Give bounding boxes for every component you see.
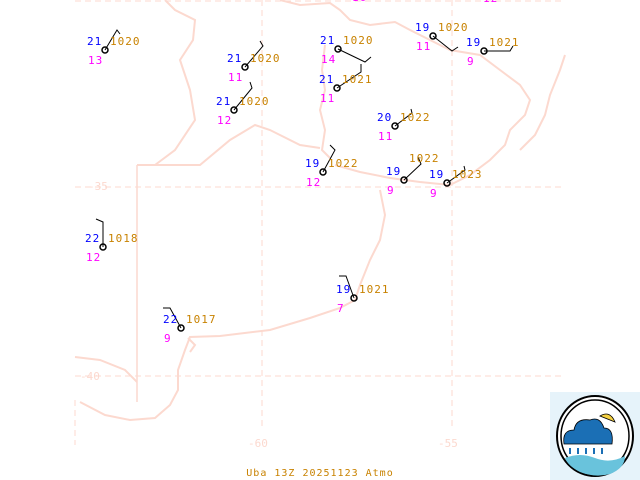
station-pressure: 1020 [438,21,469,34]
barb-staff [163,307,182,329]
barb-staff [403,156,422,181]
wind-barb [95,218,107,251]
station-temperature: 20 [377,111,393,124]
station-temperature: 19 [466,36,482,49]
barb-staff [104,29,121,51]
station-circle-icon [101,46,109,54]
station-circle-icon [443,179,451,187]
barb-staff [432,35,459,52]
lon-label: -60 [248,437,268,450]
wind-barbs [95,29,514,332]
station-pressure: 1020 [343,34,374,47]
station-pressure: 1022 [328,157,359,170]
station-dewpoint: 9 [430,187,438,200]
station-circle-icon [230,106,238,114]
station-temperature: 22 [163,313,179,326]
station-pressure: 1020 [110,35,141,48]
wind-barb [319,144,336,176]
wind-barb [241,40,264,71]
barb-staff [336,64,362,89]
station-temperature: 19 [305,157,321,170]
station-circle-icon [334,45,342,53]
station-dewpoint: 11 [416,40,432,53]
station-temperature: 22 [85,232,101,245]
station-circle-icon [333,84,341,92]
barb-staff [484,45,514,52]
station-pressure: 1017 [186,313,217,326]
lat-label: -40 [80,370,100,383]
lat-label: -35 [88,180,108,193]
station-temperature: 21 [216,95,232,108]
station-circle-icon [391,122,399,130]
station-dewpoint-cut: 16 [352,0,367,3]
wind-barb [400,156,422,184]
barb-staff [244,40,264,68]
barb-staff [446,165,466,184]
barb-staff [95,218,104,247]
station-temperature: 19 [336,283,352,296]
station-dewpoint: 11 [320,92,336,105]
station-circle-icon [241,63,249,71]
station-circle-icon [319,168,327,176]
station-pressure: 1022 [409,152,440,165]
wind-barb [230,81,253,114]
station-dewpoint: 9 [387,184,395,197]
grid-lines [74,0,565,445]
wind-barb [334,45,372,63]
station-temperature: 19 [386,165,402,178]
station-dewpoint: 12 [306,176,322,189]
map-caption: Uba 13Z 20251123 Atmo [246,468,394,479]
station-temperature: 19 [429,168,445,181]
station-dewpoint: 11 [228,71,244,84]
station-pressure: 1020 [239,95,270,108]
wind-barb [429,32,459,52]
station-dewpoint: 12 [217,114,233,127]
station-dewpoint: 9 [164,332,172,345]
station-dewpoint: 7 [337,302,345,315]
station-temperature: 21 [319,73,335,86]
station-dewpoint: 11 [378,130,394,143]
wind-barb [101,29,121,54]
lon-label: -55 [438,437,458,450]
barb-staff [233,81,253,111]
wind-barb [339,275,358,302]
station-pressure: 1021 [489,36,520,49]
wind-barb [443,165,466,187]
station-dewpoint-cut: 12 [483,0,498,4]
station-pressure: 1022 [400,111,431,124]
station-circle-icon [429,32,437,40]
wind-barb [333,64,362,92]
station-pressure: 1021 [342,73,373,86]
station-temperature: 19 [415,21,431,34]
station-pressure: 1018 [108,232,139,245]
station-dewpoint: 13 [88,54,104,67]
station-dewpoint: 9 [467,55,475,68]
station-circle-icon [350,294,358,302]
barb-staff [339,275,355,299]
station-pressure: 1023 [452,168,483,181]
weather-service-logo [550,392,640,480]
wind-barb [391,108,413,130]
station-temperature: 21 [87,35,103,48]
coastlines [74,0,566,422]
wind-barb [480,45,514,55]
barb-staff [322,144,336,173]
barb-staff [337,48,372,63]
station-temperature: 21 [227,52,243,65]
station-dewpoint: 14 [321,53,337,66]
station-temperature: 21 [320,34,336,47]
barb-staff [394,108,413,127]
station-circle-icon [177,324,185,332]
wind-barb [163,307,185,332]
station-circle-icon [400,176,408,184]
station-pressure: 1021 [359,283,390,296]
station-dewpoint: 12 [86,251,102,264]
station-pressure: 1020 [250,52,281,65]
